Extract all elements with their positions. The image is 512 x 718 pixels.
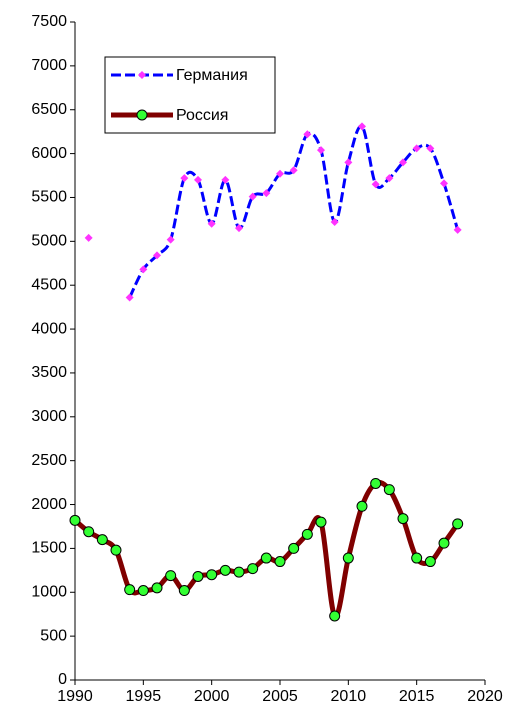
x-tick-label: 2020 <box>467 688 503 705</box>
marker <box>397 513 409 525</box>
y-tick-label: 1000 <box>31 583 67 600</box>
marker <box>96 534 108 546</box>
y-tick-label: 1500 <box>31 540 67 557</box>
y-tick-label: 6500 <box>31 101 67 118</box>
y-tick-label: 6000 <box>31 145 67 162</box>
marker <box>139 265 148 274</box>
marker <box>371 180 380 189</box>
marker <box>262 189 271 198</box>
marker <box>110 544 122 556</box>
y-tick-label: 2500 <box>31 452 67 469</box>
marker <box>301 528 313 540</box>
marker <box>274 556 286 568</box>
marker <box>383 484 395 496</box>
legend-label: Германия <box>176 67 248 84</box>
legend-box <box>104 56 276 134</box>
marker <box>260 552 272 564</box>
marker <box>344 158 353 167</box>
marker <box>151 582 163 594</box>
marker <box>138 71 146 79</box>
marker <box>248 192 257 201</box>
y-tick-label: 4500 <box>31 276 67 293</box>
marker <box>342 552 354 564</box>
marker <box>289 166 298 175</box>
marker <box>194 175 202 184</box>
marker <box>411 552 423 564</box>
marker <box>385 174 394 183</box>
series-line <box>73 479 460 619</box>
y-tick-label: 7500 <box>31 13 67 30</box>
y-tick-label: 3500 <box>31 364 67 381</box>
marker <box>124 584 136 596</box>
marker <box>438 537 450 549</box>
y-tick-label: 2000 <box>31 496 67 513</box>
marker <box>329 610 341 622</box>
y-tick-label: 500 <box>40 627 67 644</box>
marker <box>440 179 448 188</box>
marker <box>426 144 435 153</box>
marker <box>356 500 368 512</box>
marker <box>247 563 259 575</box>
marker <box>452 518 464 530</box>
legend-label: Россия <box>176 107 228 124</box>
x-tick-label: 2000 <box>194 688 230 705</box>
marker <box>136 109 148 121</box>
marker <box>178 585 190 597</box>
marker <box>153 251 161 260</box>
x-tick-label: 2015 <box>399 688 435 705</box>
y-tick-label: 4000 <box>31 320 67 337</box>
marker <box>288 542 300 554</box>
marker <box>221 175 230 184</box>
x-tick-label: 1995 <box>126 688 162 705</box>
marker <box>370 477 382 489</box>
marker <box>125 293 134 302</box>
y-tick-label: 0 <box>58 671 67 688</box>
marker <box>137 585 149 597</box>
x-tick-label: 2005 <box>262 688 298 705</box>
marker <box>206 569 218 581</box>
marker <box>276 169 284 178</box>
x-tick-label: 2010 <box>331 688 367 705</box>
marker <box>424 556 436 568</box>
marker <box>192 570 204 582</box>
y-tick-label: 3000 <box>31 408 67 425</box>
x-tick-label: 1990 <box>57 688 93 705</box>
series-line <box>128 124 460 299</box>
marker <box>83 526 95 538</box>
marker <box>317 146 325 155</box>
marker <box>303 130 312 139</box>
y-tick-label: 5000 <box>31 233 67 250</box>
marker <box>412 144 421 153</box>
marker <box>399 158 407 167</box>
marker <box>330 218 339 227</box>
marker <box>166 235 175 244</box>
marker <box>219 564 231 576</box>
y-tick-label: 7000 <box>31 57 67 74</box>
marker <box>69 514 81 526</box>
marker <box>235 224 243 233</box>
marker <box>358 122 366 131</box>
y-tick-label: 5500 <box>31 189 67 206</box>
marker <box>165 570 177 582</box>
marker <box>453 225 462 234</box>
marker <box>84 233 93 242</box>
marker <box>315 516 327 528</box>
marker <box>207 219 216 228</box>
marker <box>233 566 245 578</box>
marker <box>180 174 189 183</box>
